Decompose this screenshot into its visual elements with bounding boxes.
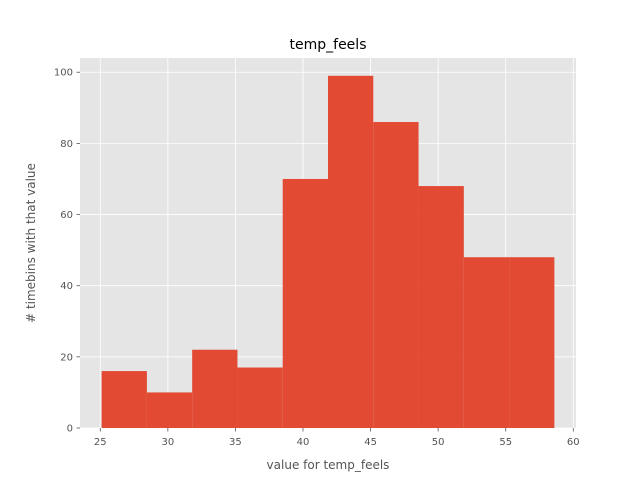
histogram-bar — [328, 75, 374, 429]
x-tick-label: 35 — [229, 437, 242, 448]
histogram-bar — [418, 186, 464, 428]
x-tick-label: 30 — [161, 437, 174, 448]
bars — [101, 75, 555, 429]
histogram-bar — [509, 257, 555, 428]
x-tick-label: 45 — [364, 437, 377, 448]
y-tick-label: 100 — [54, 68, 73, 79]
axis-ticks: 25 30 35 40 45 50 55 60 0 20 40 60 80 100 — [54, 68, 580, 448]
x-axis-label: value for temp_feels — [267, 458, 390, 472]
y-tick-label: 40 — [60, 281, 73, 292]
histogram-bar — [101, 371, 147, 428]
x-tick-label: 55 — [499, 437, 512, 448]
x-tick-label: 25 — [94, 437, 107, 448]
x-tick-label: 60 — [567, 437, 580, 448]
x-tick-label: 40 — [297, 437, 310, 448]
histogram-bar — [237, 367, 283, 428]
y-axis-label: # timebins with that value — [24, 163, 38, 323]
y-tick-label: 20 — [60, 352, 73, 363]
chart-title: temp_feels — [290, 37, 367, 53]
histogram-bar — [463, 257, 510, 428]
histogram-bar — [282, 178, 328, 428]
y-tick-label: 60 — [60, 210, 73, 221]
histogram-bar — [146, 392, 193, 428]
histogram-bar — [373, 122, 419, 429]
histogram-bar — [192, 349, 238, 428]
x-tick-label: 50 — [432, 437, 445, 448]
y-tick-label: 80 — [60, 139, 73, 150]
y-tick-label: 0 — [67, 424, 73, 435]
